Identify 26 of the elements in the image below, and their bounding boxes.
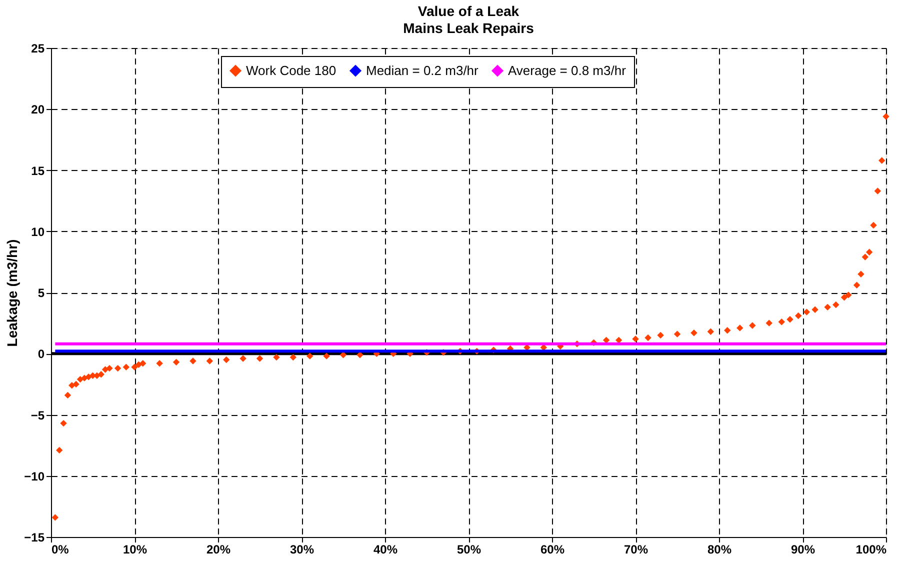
y-tick-label: 5: [38, 286, 45, 300]
legend-label: Median = 0.2 m3/hr: [366, 62, 480, 78]
x-tick-label: 50%: [456, 542, 482, 556]
y-tick-label: −10: [24, 469, 45, 484]
legend-label: Work Code 180: [246, 62, 336, 78]
x-tick-label: 90%: [790, 542, 816, 556]
y-tick-label: 15: [31, 164, 45, 178]
x-tick-label: 0%: [52, 542, 70, 556]
y-tick-label: 20: [31, 102, 45, 117]
y-tick-label: −5: [30, 408, 45, 422]
legend-label: Average = 0.8 m3/hr: [508, 62, 627, 78]
y-tick-label: 0: [38, 347, 45, 362]
x-tick-label: 60%: [540, 542, 565, 556]
y-tick-label: 10: [31, 224, 45, 239]
y-axis-title: Leakage (m3/hr): [4, 239, 20, 347]
x-tick-label: 100%: [856, 542, 887, 556]
x-tick-label: 10%: [122, 542, 148, 556]
chart-subtitle: Mains Leak Repairs: [403, 20, 534, 36]
x-tick-label: 80%: [707, 542, 732, 556]
x-tick-label: 70%: [624, 542, 648, 556]
y-tick-label: −15: [24, 530, 45, 544]
y-tick-label: 25: [31, 42, 45, 56]
x-tick-label: 30%: [290, 542, 314, 556]
x-tick-label: 40%: [373, 542, 398, 556]
x-tick-label: 20%: [206, 542, 231, 556]
chart-title: Value of a Leak: [418, 3, 520, 19]
